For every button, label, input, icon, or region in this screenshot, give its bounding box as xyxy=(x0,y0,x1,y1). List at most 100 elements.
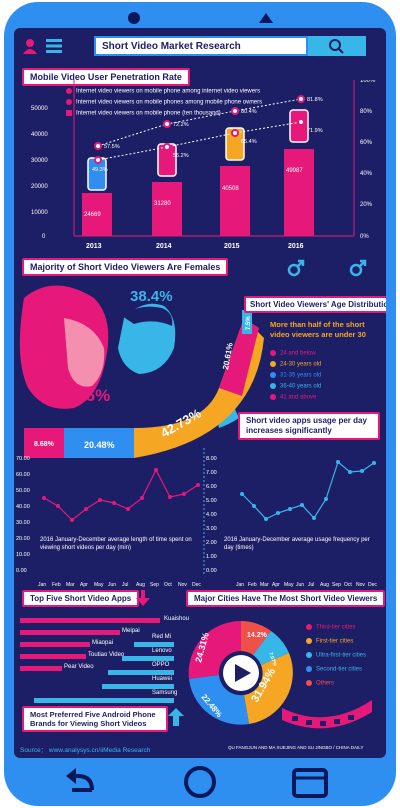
line-point xyxy=(56,504,60,508)
menu-icon[interactable] xyxy=(46,39,62,53)
film-strip-icon xyxy=(282,700,372,729)
y-tick: 40.00 xyxy=(16,504,30,510)
bar-value-label: 49987 xyxy=(286,168,303,174)
male-icon xyxy=(287,259,305,277)
brands-title: Most Preferred Five Android Phone Brands… xyxy=(22,706,168,732)
line-point xyxy=(300,503,304,507)
camera-icon xyxy=(128,12,140,24)
y-tick: 40000 xyxy=(31,132,48,138)
back-button[interactable] xyxy=(62,766,102,802)
x-tick: Feb xyxy=(248,582,257,588)
y-tick: 8.00 xyxy=(206,456,217,462)
legend-label: Internet video viewers on mobile phone (… xyxy=(76,110,221,117)
legend-label: Ultra-first-tier cities xyxy=(316,652,367,659)
y-tick: 4.00 xyxy=(206,512,217,518)
y-axis-ticks: 0 10000 20000 30000 40000 50000 60000 xyxy=(31,80,48,240)
line-point xyxy=(98,498,102,502)
line-point xyxy=(196,483,200,487)
city-segment-second-tier xyxy=(244,653,293,724)
gender-age-illustration: 8.68% 20.48% 42.73% 20.61% 7.5% xyxy=(19,285,264,458)
line-value-label: 72.2% xyxy=(173,122,189,128)
age-note: More than half of the short video viewer… xyxy=(270,320,366,339)
x-tick: 2013 xyxy=(86,243,102,250)
legend-label: Internet video viewers on mobile phone a… xyxy=(76,88,261,95)
bar-2015 xyxy=(220,166,250,236)
y2-tick: 100% xyxy=(360,80,376,84)
brand-bar xyxy=(34,698,174,703)
signal-icon xyxy=(259,13,273,23)
x-tick: Nov xyxy=(356,582,365,588)
app-label: Meipai xyxy=(122,628,140,634)
line-point xyxy=(324,497,328,501)
line-point xyxy=(154,468,158,472)
x-tick: Sep xyxy=(150,582,159,588)
age-segment-24-below xyxy=(219,318,259,396)
brand-label: Huawei xyxy=(152,676,173,682)
user-icon[interactable] xyxy=(22,38,38,54)
city-segment-first-tier xyxy=(241,621,271,655)
age-title: Short Video Viewers' Age Distribution xyxy=(244,296,386,313)
y-tick: 20.00 xyxy=(16,536,30,542)
cities-donut: 24.31% 14.2% 7.07% 31.94% 22.48% xyxy=(188,620,293,725)
app-bar xyxy=(20,630,120,635)
x-tick: Oct xyxy=(344,582,352,588)
line-point xyxy=(312,516,316,520)
line-point xyxy=(252,504,256,508)
home-button[interactable] xyxy=(180,766,220,802)
city-segment-third-tier xyxy=(188,620,241,679)
y-tick: 10.00 xyxy=(16,552,30,558)
line-point xyxy=(94,142,102,150)
y2-tick: 80% xyxy=(360,109,373,115)
bar-2013 xyxy=(82,193,112,236)
line-value-label: 81.8% xyxy=(307,97,323,103)
brand-label: OPPO xyxy=(152,662,170,668)
app-label: Kuaishou xyxy=(164,616,190,622)
arrow-down-icon xyxy=(136,590,150,606)
y-tick: 10000 xyxy=(31,210,48,216)
duration-caption: 2016 January-December average length of … xyxy=(40,537,192,551)
line-series-1 xyxy=(97,98,302,147)
y-tick: 70.00 xyxy=(16,456,30,462)
x-tick: Jul xyxy=(122,582,128,588)
city-pct-label: 7.07% xyxy=(267,652,278,668)
line-point xyxy=(372,461,376,465)
line-point xyxy=(70,518,74,522)
bar-value-label: 24669 xyxy=(84,212,101,218)
legend-label: Second-tier cities xyxy=(316,666,363,673)
line-value-label: 49.3% xyxy=(92,167,108,173)
age-pct-label: 8.68% xyxy=(34,441,55,448)
y-tick: 50.00 xyxy=(16,488,30,494)
brand-bar xyxy=(122,656,174,661)
search-input[interactable]: Short Video Market Research xyxy=(94,36,308,56)
source-text: Source： www.analysys.cn/iiMedia Research xyxy=(20,747,151,754)
brand-bar xyxy=(108,670,174,675)
y2-tick: 60% xyxy=(360,140,373,146)
gender-title: Majority of Short Video Viewers Are Fema… xyxy=(22,258,229,276)
female-percentage: 61.6% xyxy=(62,386,111,405)
x-tick: May xyxy=(284,582,294,588)
legend-label: 31-35 years old xyxy=(280,372,322,379)
app-bar xyxy=(20,618,160,623)
line-point xyxy=(264,517,268,521)
recent-apps-button[interactable] xyxy=(290,766,330,802)
x-tick: May xyxy=(94,582,104,588)
line-point xyxy=(163,143,171,151)
city-segment-ultra-first xyxy=(253,631,289,665)
line-point xyxy=(240,492,244,496)
search-button[interactable] xyxy=(308,36,366,56)
line-point xyxy=(336,460,340,464)
line-value-label: 65.4% xyxy=(241,139,257,145)
page-title: Short Video Market Research xyxy=(102,41,241,52)
frequency-caption: 2016 January-December average usage freq… xyxy=(224,537,370,551)
usage-charts: 70.00 60.00 50.00 40.00 30.00 20.00 10.0… xyxy=(16,448,377,588)
usage-title: Short video apps usage per day increases… xyxy=(238,412,380,440)
line-value-label: 71.9% xyxy=(307,128,323,134)
x-tick: Nov xyxy=(178,582,187,588)
line-series-2 xyxy=(97,121,302,161)
x-tick: 2015 xyxy=(224,243,240,250)
y-tick: 3.00 xyxy=(206,526,217,532)
legend-label: 24 and below xyxy=(280,350,316,357)
x-tick: Mar xyxy=(260,582,269,588)
line-point xyxy=(84,507,88,511)
line-point xyxy=(163,120,171,128)
